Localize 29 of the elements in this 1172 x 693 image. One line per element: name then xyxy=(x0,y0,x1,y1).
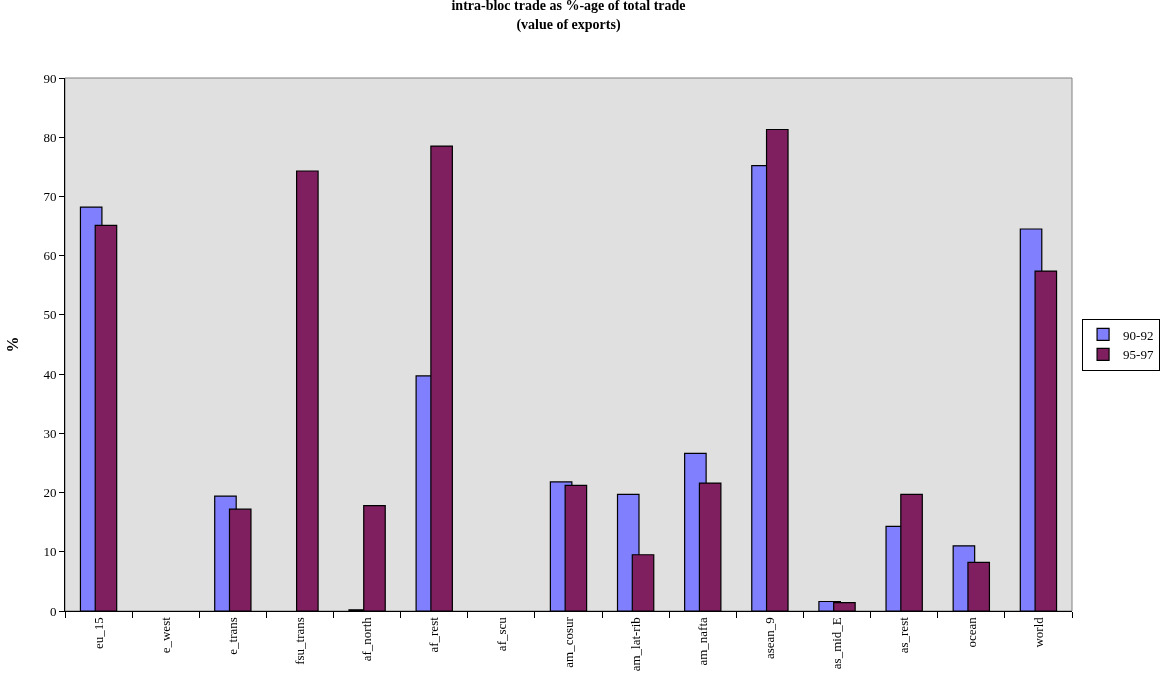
legend-label: 95-97 xyxy=(1123,347,1154,363)
y-tick-label: 30 xyxy=(43,425,57,441)
x-tick-label: asean_9 xyxy=(762,617,778,660)
y-axis-title: % xyxy=(4,336,22,353)
x-tick-label: am_nafta xyxy=(694,616,710,666)
y-tick-label: 10 xyxy=(43,544,57,560)
x-tick-label: world xyxy=(1030,616,1046,648)
chart-title: intra-bloc trade as %-age of total trade (value of exports) xyxy=(451,0,686,33)
legend-label: 90-92 xyxy=(1123,327,1154,343)
x-tick-label: fsu_trans xyxy=(292,617,308,665)
x-tick-label: ocean xyxy=(963,616,979,648)
y-tick-label: 90 xyxy=(43,70,57,86)
y-tick-label: 40 xyxy=(43,366,57,382)
x-tick-label: af_rest xyxy=(426,616,442,653)
x-tick-label: af_scu xyxy=(493,616,509,652)
x-tick-label: e_west xyxy=(157,616,173,654)
x-tick-label: af_north xyxy=(359,616,375,662)
y-tick-label: 20 xyxy=(43,485,57,501)
x-tick-label: as_mid_E xyxy=(829,617,845,670)
y-tick-label: 60 xyxy=(43,248,57,264)
y-tick-label: 0 xyxy=(49,603,57,619)
x-tick-label: am_cosur xyxy=(560,616,576,668)
y-tick-label: 70 xyxy=(43,188,57,204)
y-tick-label: 80 xyxy=(43,129,57,145)
x-tick-label: eu_15 xyxy=(90,617,106,649)
x-tick-label: as_rest xyxy=(896,616,912,654)
x-tick-label: am_lat-rib xyxy=(627,617,643,672)
x-tick-label: e_trans xyxy=(225,617,241,655)
y-tick-label: 50 xyxy=(43,307,57,323)
